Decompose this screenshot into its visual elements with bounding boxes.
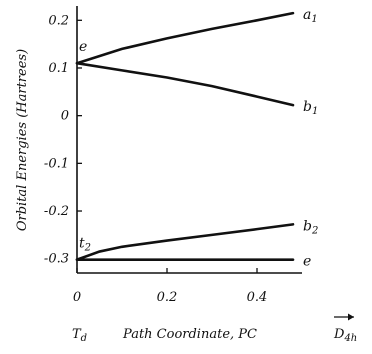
origin-annotation: t2 bbox=[79, 236, 91, 254]
svg-text:Td: Td bbox=[72, 327, 87, 344]
annotation-group: e t2 bbox=[79, 39, 91, 253]
curve-label-group: a1 b1 b2 e bbox=[303, 7, 318, 269]
y-tick-label: -0.3 bbox=[44, 252, 69, 267]
y-tick-label: -0.1 bbox=[44, 156, 69, 171]
series-line-b1-1 bbox=[75, 61, 295, 107]
x-end-label-sub: 4h bbox=[343, 333, 357, 344]
y-tick-label: 0.1 bbox=[48, 61, 69, 76]
x-end-label-main: D bbox=[333, 327, 345, 342]
series-label: b2 bbox=[303, 218, 318, 236]
x-axis-title: Path Coordinate, PC bbox=[122, 327, 257, 342]
x-start-label: Td bbox=[72, 327, 87, 344]
series-label: b1 bbox=[303, 99, 318, 117]
series-line-a1-0 bbox=[75, 11, 295, 65]
series-group bbox=[75, 11, 295, 261]
x-end-arrow-head bbox=[348, 313, 354, 321]
svg-text:D4h: D4h bbox=[333, 327, 357, 344]
y-tick-label: -0.2 bbox=[44, 204, 69, 219]
x-tick-label: 0 bbox=[73, 290, 81, 305]
x-tick-label: 0.4 bbox=[247, 290, 268, 305]
y-tick-label: 0 bbox=[61, 109, 69, 124]
x-tick-group: 0 0.2 0.4 bbox=[73, 268, 267, 305]
x-end-label: D4h bbox=[333, 313, 357, 344]
x-tick-label: 0.2 bbox=[157, 290, 178, 305]
x-start-label-sub: d bbox=[81, 333, 87, 344]
y-axis-title: Orbital Energies (Hartrees) bbox=[15, 49, 30, 231]
series-label: e bbox=[303, 254, 311, 270]
x-start-label-main: T bbox=[72, 327, 82, 342]
series-line-b2-2 bbox=[75, 223, 295, 261]
origin-annotation: e bbox=[79, 39, 87, 55]
axes bbox=[76, 6, 302, 274]
y-tick-group: 0.2 0.1 0 -0.1 -0.2 -0.3 bbox=[44, 13, 82, 267]
series-label: a1 bbox=[303, 7, 318, 25]
y-tick-label: 0.2 bbox=[48, 13, 69, 28]
